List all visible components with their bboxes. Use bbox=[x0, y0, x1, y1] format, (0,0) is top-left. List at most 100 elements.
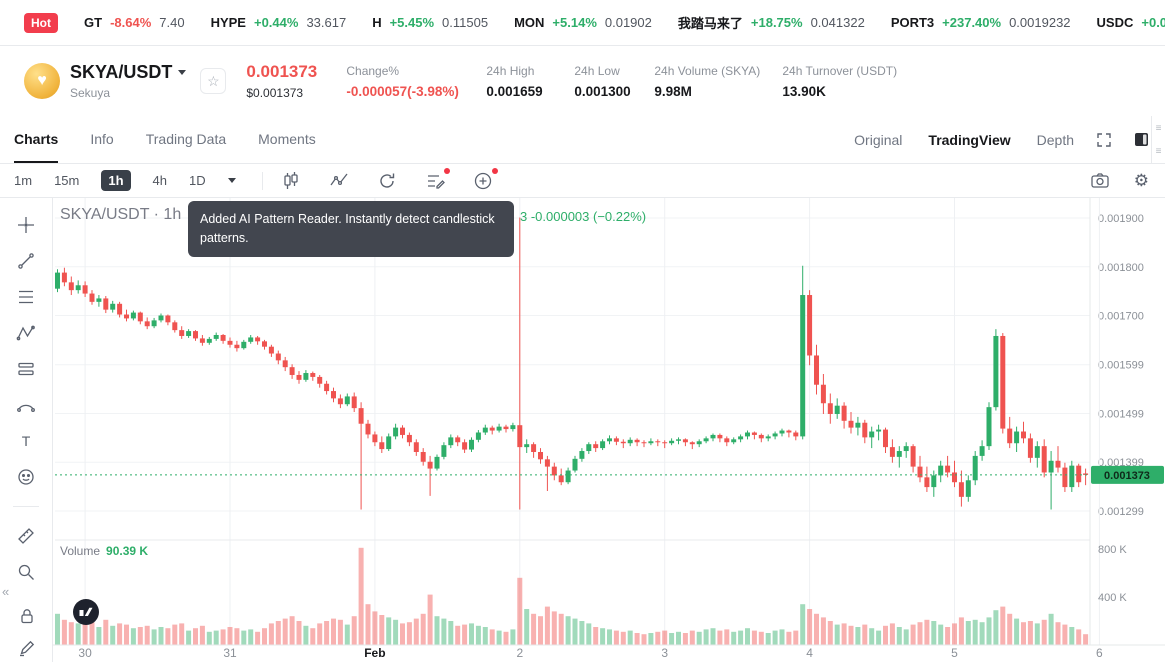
camera-icon bbox=[1091, 172, 1109, 188]
pattern-tool[interactable] bbox=[16, 322, 36, 344]
price-chart[interactable]: 0.001900 0.001800 0.001700 0.001599 0.001499… bbox=[0, 198, 1165, 662]
ticker-item[interactable]: MON +5.14% 0.01902 bbox=[514, 15, 652, 30]
pair-selector[interactable]: SKYA/USDT bbox=[70, 62, 187, 83]
svg-text:31: 31 bbox=[223, 646, 237, 660]
ticker-item[interactable]: 我踏马来了 +18.75% 0.041322 bbox=[677, 15, 865, 31]
svg-text:3: 3 bbox=[661, 646, 668, 660]
hot-badge: Hot bbox=[24, 12, 58, 33]
fib-lines-icon bbox=[19, 290, 33, 304]
favorite-button[interactable]: ☆ bbox=[200, 68, 227, 94]
chart-mode-tradingview[interactable]: TradingView bbox=[928, 131, 1011, 148]
notification-dot bbox=[443, 167, 450, 174]
stat-value: 9.98M bbox=[654, 83, 692, 99]
svg-text:800 K: 800 K bbox=[1098, 544, 1127, 556]
emoji-tool-icon bbox=[18, 469, 34, 485]
arc-tool-icon bbox=[17, 404, 35, 412]
chart-area: 0.001900 0.001800 0.001700 0.001599 0.001499… bbox=[0, 198, 1165, 662]
fullscreen-button[interactable] bbox=[1096, 132, 1112, 148]
tab-info[interactable]: Info bbox=[90, 131, 114, 147]
refresh-icon bbox=[379, 173, 394, 188]
volume-label: Volume bbox=[60, 544, 101, 558]
stat-label: 24h Turnover (USDT) bbox=[782, 63, 898, 78]
ai-pattern-reader-button[interactable] bbox=[425, 167, 450, 191]
crosshair-tool[interactable] bbox=[16, 214, 36, 236]
position-tool[interactable] bbox=[16, 358, 36, 380]
indicator-icon bbox=[330, 173, 348, 185]
trendline-icon bbox=[18, 253, 34, 269]
ticker-item[interactable]: H +5.45% 0.11505 bbox=[372, 15, 489, 30]
chart-toolbar: 1m 15m 1h 4h 1D ⚙ bbox=[0, 164, 1165, 198]
ticker-item[interactable]: PORT3 +237.40% 0.0019232 bbox=[890, 15, 1071, 30]
coin-logo: ♥ bbox=[24, 63, 60, 99]
stat-label: 24h Volume (SKYA) bbox=[654, 63, 761, 78]
edit-drawings-button[interactable] bbox=[0, 638, 53, 658]
divider bbox=[13, 506, 39, 507]
chart-style-button[interactable] bbox=[281, 171, 301, 191]
interval-dropdown-icon[interactable] bbox=[227, 178, 236, 183]
interval-1h[interactable]: 1h bbox=[101, 170, 131, 191]
pair-name: SKYA/USDT bbox=[70, 62, 173, 82]
trendline-tool[interactable] bbox=[16, 250, 36, 272]
pair-fullname: Sekuya bbox=[70, 86, 111, 100]
interval-4h[interactable]: 4h bbox=[152, 173, 167, 188]
chart-settings-button[interactable]: ⚙ bbox=[1134, 172, 1149, 189]
interval-1m[interactable]: 1m bbox=[14, 173, 33, 188]
svg-text:30: 30 bbox=[78, 646, 92, 660]
tab-charts[interactable]: Charts bbox=[14, 116, 58, 163]
stat-value: -0.000057(-3.98%) bbox=[346, 83, 459, 99]
chevron-down-icon bbox=[178, 70, 187, 75]
add-indicator-button[interactable] bbox=[473, 167, 498, 191]
screenshot-button[interactable] bbox=[1090, 171, 1110, 191]
emoji-tool[interactable] bbox=[16, 466, 36, 488]
arc-tool[interactable] bbox=[16, 394, 36, 416]
text-tool[interactable]: T bbox=[16, 430, 36, 452]
drag-handle-icon: ≡ bbox=[1155, 123, 1162, 134]
svg-text:2: 2 bbox=[516, 646, 523, 660]
svg-text:6: 6 bbox=[1096, 646, 1103, 660]
indicators-button[interactable] bbox=[329, 171, 349, 191]
fib-tool[interactable] bbox=[16, 286, 36, 308]
stat-value: 0.001300 bbox=[574, 83, 631, 99]
add-indicator-icon bbox=[474, 172, 491, 189]
interval-15m[interactable]: 15m bbox=[54, 173, 80, 188]
ticker-item[interactable]: HYPE +0.44% 33.617 bbox=[210, 15, 347, 30]
zoom-tool[interactable] bbox=[16, 561, 36, 583]
interval-1d[interactable]: 1D bbox=[189, 173, 206, 188]
svg-text:5: 5 bbox=[951, 646, 958, 660]
svg-text:0.001373: 0.001373 bbox=[1104, 470, 1150, 482]
svg-text:Feb: Feb bbox=[364, 646, 385, 660]
svg-text:T: T bbox=[22, 433, 31, 449]
candles-icon bbox=[283, 171, 298, 189]
gear-icon: ⚙ bbox=[1133, 171, 1149, 190]
ai-pattern-tooltip: Added AI Pattern Reader. Instantly detec… bbox=[188, 201, 514, 257]
collapse-toolbar-icon: « bbox=[2, 584, 10, 599]
lock-drawings-button[interactable] bbox=[0, 606, 53, 626]
crosshair-icon bbox=[18, 217, 34, 233]
tradingview-logo[interactable] bbox=[72, 598, 100, 631]
stat-label: 24h Low bbox=[574, 63, 620, 78]
panel-layout-button[interactable] bbox=[1134, 132, 1149, 147]
panel-resize-handles[interactable]: ≡ ≡ bbox=[1151, 116, 1165, 164]
pattern-reader-icon bbox=[427, 174, 445, 189]
refresh-button[interactable] bbox=[377, 171, 397, 191]
svg-text:400 K: 400 K bbox=[1098, 592, 1127, 604]
text-tool-icon: T bbox=[22, 433, 31, 449]
notification-dot bbox=[491, 167, 498, 174]
chart-mode-original[interactable]: Original bbox=[854, 131, 903, 148]
svg-text:0.001499: 0.001499 bbox=[1098, 408, 1144, 420]
tab-moments[interactable]: Moments bbox=[258, 131, 316, 147]
chart-mode-depth[interactable]: Depth bbox=[1036, 131, 1074, 148]
stat-value: 0.001659 bbox=[486, 83, 543, 99]
divider bbox=[261, 171, 263, 190]
ticker-item[interactable]: USDC+0.07%1.0018 bbox=[1096, 15, 1165, 30]
drag-handle-icon: ≡ bbox=[1155, 146, 1162, 157]
pair-header: ♥ SKYA/USDT Sekuya ☆ 0.001373 $0.001373 … bbox=[0, 46, 1165, 116]
collapse-toolbar-button[interactable]: « bbox=[2, 584, 9, 599]
tab-trading-data[interactable]: Trading Data bbox=[145, 131, 227, 147]
layout-square-icon bbox=[1135, 133, 1148, 146]
ruler-tool[interactable] bbox=[16, 525, 36, 547]
stat-value: 13.90K bbox=[782, 83, 826, 99]
svg-text:0.001700: 0.001700 bbox=[1098, 311, 1144, 323]
svg-text:0.001800: 0.001800 bbox=[1098, 262, 1144, 274]
ticker-item[interactable]: GT -8.64% 7.40 bbox=[84, 15, 185, 30]
